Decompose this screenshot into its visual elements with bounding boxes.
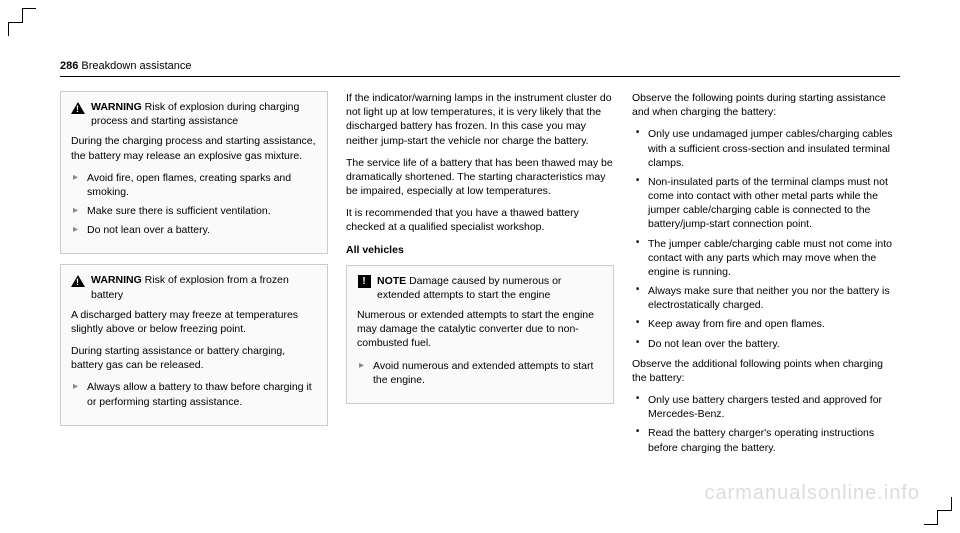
columns: WARNING Risk of explosion during chargin…	[60, 91, 900, 461]
list-item: Always allow a battery to thaw before ch…	[71, 380, 317, 408]
list-item: Avoid numerous and extended attempts to …	[357, 359, 603, 387]
warning-1-list: Avoid fire, open flames, creating sparks…	[71, 171, 317, 238]
list-item: Do not lean over the battery.	[632, 337, 900, 351]
page-corner-bottom-right	[924, 497, 952, 525]
watermark: carmanualsonline.info	[704, 482, 920, 505]
list-item: Do not lean over a battery.	[71, 223, 317, 237]
column-3: Observe the following points during star…	[632, 91, 900, 461]
note-title: NOTE Damage caused by numerous or extend…	[377, 274, 603, 302]
col3-list2: Only use battery chargers tested and app…	[632, 393, 900, 455]
list-item: Always make sure that neither you nor th…	[632, 284, 900, 312]
page-corner-top-left	[8, 8, 36, 36]
list-item: Make sure there is sufficient ventilatio…	[71, 204, 317, 218]
warning-box-2: WARNING Risk of explosion from a frozen …	[60, 264, 328, 425]
list-item: Avoid fire, open flames, creating sparks…	[71, 171, 317, 199]
list-item: Keep away from fire and open flames.	[632, 317, 900, 331]
note-box: ! NOTE Damage caused by numerous or exte…	[346, 265, 614, 404]
col2-p1: If the indicator/warning lamps in the in…	[346, 91, 614, 148]
warning-1-title: WARNING Risk of explosion during chargin…	[91, 100, 317, 128]
col2-p2: The service life of a battery that has b…	[346, 156, 614, 199]
warning-label: WARNING	[91, 101, 142, 113]
all-vehicles-heading: All vehicles	[346, 243, 614, 257]
list-item: Read the battery charger's operating ins…	[632, 426, 900, 454]
warning-label: WARNING	[91, 274, 142, 286]
warning-2-text2: During starting assistance or battery ch…	[71, 344, 317, 372]
warning-2-text1: A discharged battery may freeze at tempe…	[71, 308, 317, 336]
column-2: If the indicator/warning lamps in the in…	[346, 91, 614, 461]
note-icon: !	[357, 275, 371, 289]
warning-1-text: During the charging process and starting…	[71, 134, 317, 162]
page-header: 286 Breakdown assistance	[60, 60, 900, 77]
col3-p1: Observe the following points during star…	[632, 91, 900, 119]
col3-list1: Only use undamaged jumper cables/chargin…	[632, 127, 900, 350]
note-label: NOTE	[377, 275, 406, 287]
section-title: Breakdown assistance	[81, 60, 191, 72]
warning-icon	[71, 274, 85, 288]
warning-2-title: WARNING Risk of explosion from a frozen …	[91, 273, 317, 301]
col3-p2: Observe the additional following points …	[632, 357, 900, 385]
list-item: Non-insulated parts of the terminal clam…	[632, 175, 900, 232]
warning-2-list: Always allow a battery to thaw before ch…	[71, 380, 317, 408]
page-number: 286	[60, 60, 78, 72]
list-item: Only use battery chargers tested and app…	[632, 393, 900, 421]
page-content: 286 Breakdown assistance WARNING Risk of…	[60, 60, 900, 503]
col2-p3: It is recommended that you have a thawed…	[346, 206, 614, 234]
warning-icon	[71, 101, 85, 115]
list-item: The jumper cable/charging cable must not…	[632, 237, 900, 280]
list-item: Only use undamaged jumper cables/chargin…	[632, 127, 900, 170]
note-list: Avoid numerous and extended attempts to …	[357, 359, 603, 387]
column-1: WARNING Risk of explosion during chargin…	[60, 91, 328, 461]
note-text: Numerous or extended attempts to start t…	[357, 308, 603, 351]
warning-box-1: WARNING Risk of explosion during chargin…	[60, 91, 328, 254]
